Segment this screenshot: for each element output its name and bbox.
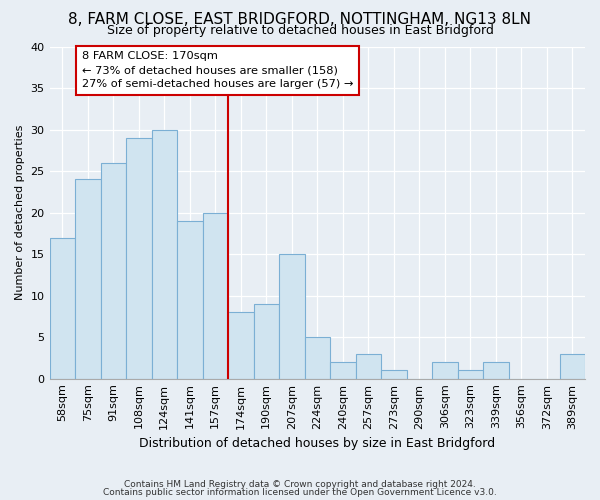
X-axis label: Distribution of detached houses by size in East Bridgford: Distribution of detached houses by size …: [139, 437, 496, 450]
Bar: [254, 304, 279, 378]
Text: Size of property relative to detached houses in East Bridgford: Size of property relative to detached ho…: [107, 24, 493, 37]
Bar: [101, 163, 126, 378]
Text: 8 FARM CLOSE: 170sqm
← 73% of detached houses are smaller (158)
27% of semi-deta: 8 FARM CLOSE: 170sqm ← 73% of detached h…: [82, 52, 353, 90]
Bar: [381, 370, 407, 378]
Text: Contains HM Land Registry data © Crown copyright and database right 2024.: Contains HM Land Registry data © Crown c…: [124, 480, 476, 489]
Text: 8, FARM CLOSE, EAST BRIDGFORD, NOTTINGHAM, NG13 8LN: 8, FARM CLOSE, EAST BRIDGFORD, NOTTINGHA…: [68, 12, 532, 28]
Bar: [126, 138, 152, 378]
Bar: [50, 238, 75, 378]
Bar: [305, 337, 330, 378]
Bar: [458, 370, 483, 378]
Bar: [560, 354, 585, 378]
Bar: [152, 130, 177, 378]
Y-axis label: Number of detached properties: Number of detached properties: [15, 125, 25, 300]
Bar: [203, 212, 228, 378]
Bar: [432, 362, 458, 378]
Bar: [177, 221, 203, 378]
Bar: [330, 362, 356, 378]
Bar: [356, 354, 381, 378]
Bar: [228, 312, 254, 378]
Text: Contains public sector information licensed under the Open Government Licence v3: Contains public sector information licen…: [103, 488, 497, 497]
Bar: [75, 180, 101, 378]
Bar: [279, 254, 305, 378]
Bar: [483, 362, 509, 378]
